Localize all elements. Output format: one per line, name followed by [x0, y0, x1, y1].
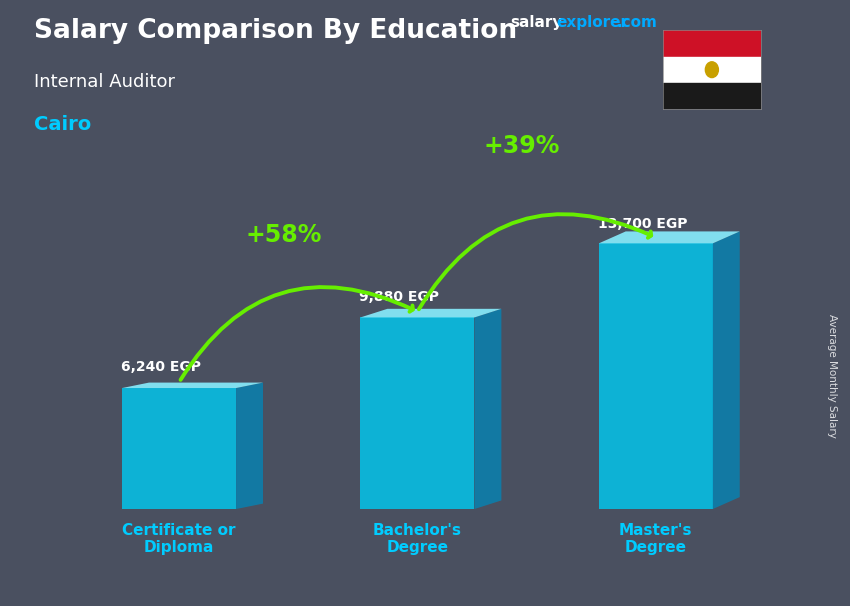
Polygon shape: [122, 382, 263, 388]
Text: explorer: explorer: [557, 15, 629, 30]
Polygon shape: [360, 318, 474, 509]
Text: +39%: +39%: [484, 135, 560, 158]
Polygon shape: [122, 388, 236, 509]
Bar: [663, 83, 761, 109]
Text: Cairo: Cairo: [34, 115, 91, 134]
Text: .com: .com: [616, 15, 657, 30]
Polygon shape: [598, 244, 713, 509]
Bar: [663, 56, 761, 83]
Text: 13,700 EGP: 13,700 EGP: [598, 218, 688, 231]
Polygon shape: [598, 231, 740, 244]
Text: 9,880 EGP: 9,880 EGP: [360, 290, 439, 304]
Text: Internal Auditor: Internal Auditor: [34, 73, 175, 91]
Polygon shape: [713, 231, 740, 509]
Text: Salary Comparison By Education: Salary Comparison By Education: [34, 18, 517, 44]
Polygon shape: [236, 382, 263, 509]
Polygon shape: [474, 309, 502, 509]
Text: Average Monthly Salary: Average Monthly Salary: [827, 314, 837, 438]
Bar: [663, 30, 761, 56]
Circle shape: [706, 62, 718, 78]
Text: salary: salary: [510, 15, 563, 30]
Text: 6,240 EGP: 6,240 EGP: [121, 359, 201, 373]
Text: +58%: +58%: [246, 223, 322, 247]
Polygon shape: [360, 309, 502, 318]
